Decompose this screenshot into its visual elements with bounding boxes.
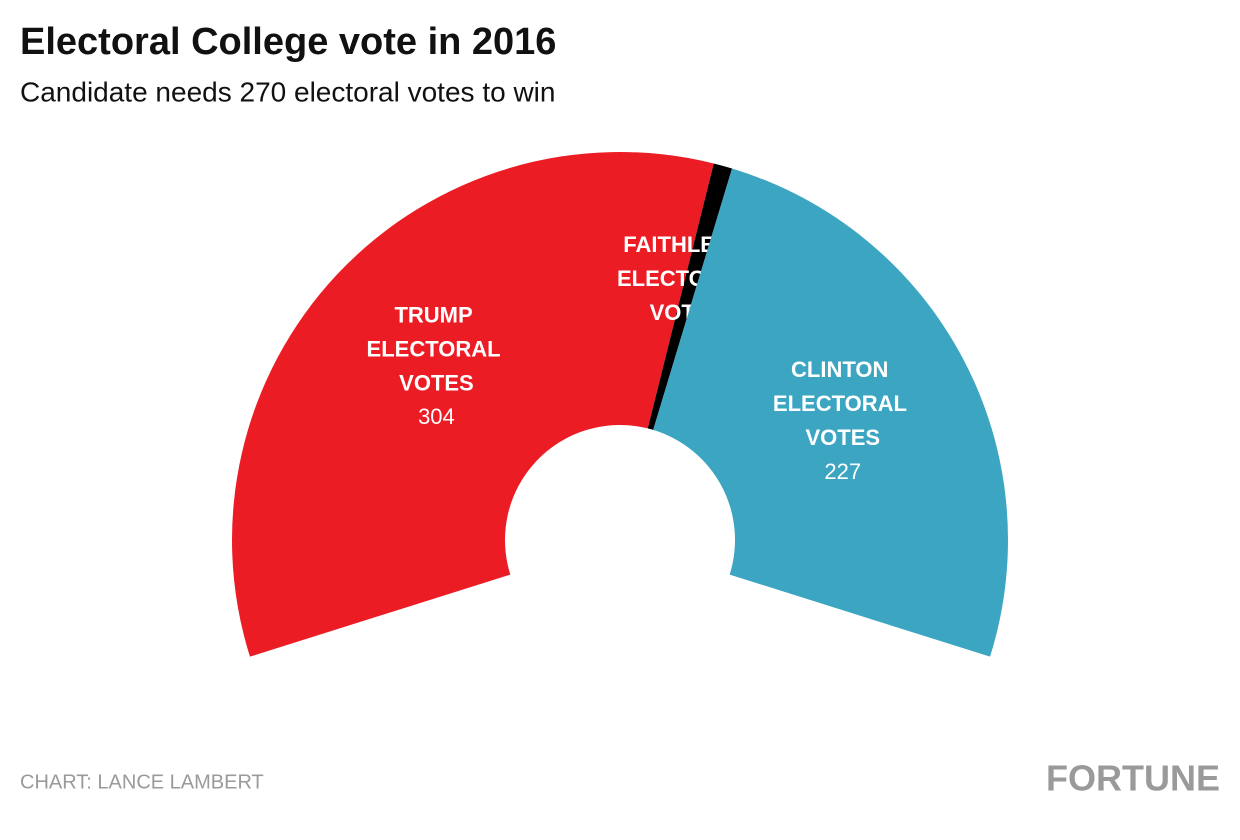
- source: CHART: LANCE LAMBERT: [20, 771, 264, 793]
- chart-subtitle: Candidate needs 270 electoral votes to w…: [20, 76, 555, 107]
- segment-label: CLINTON ELECTORAL VOTES: [773, 357, 913, 450]
- segment-label: TRUMP ELECTORAL VOTES: [367, 302, 507, 395]
- donut-segment: [653, 168, 1008, 657]
- value-label: 227: [824, 459, 861, 484]
- chart-title: Electoral College vote in 2016: [20, 21, 556, 63]
- donut-segment: [232, 152, 714, 657]
- donut-segment: [647, 163, 733, 430]
- value-label: 304: [418, 404, 455, 429]
- logo: FORTUNE: [1046, 758, 1220, 799]
